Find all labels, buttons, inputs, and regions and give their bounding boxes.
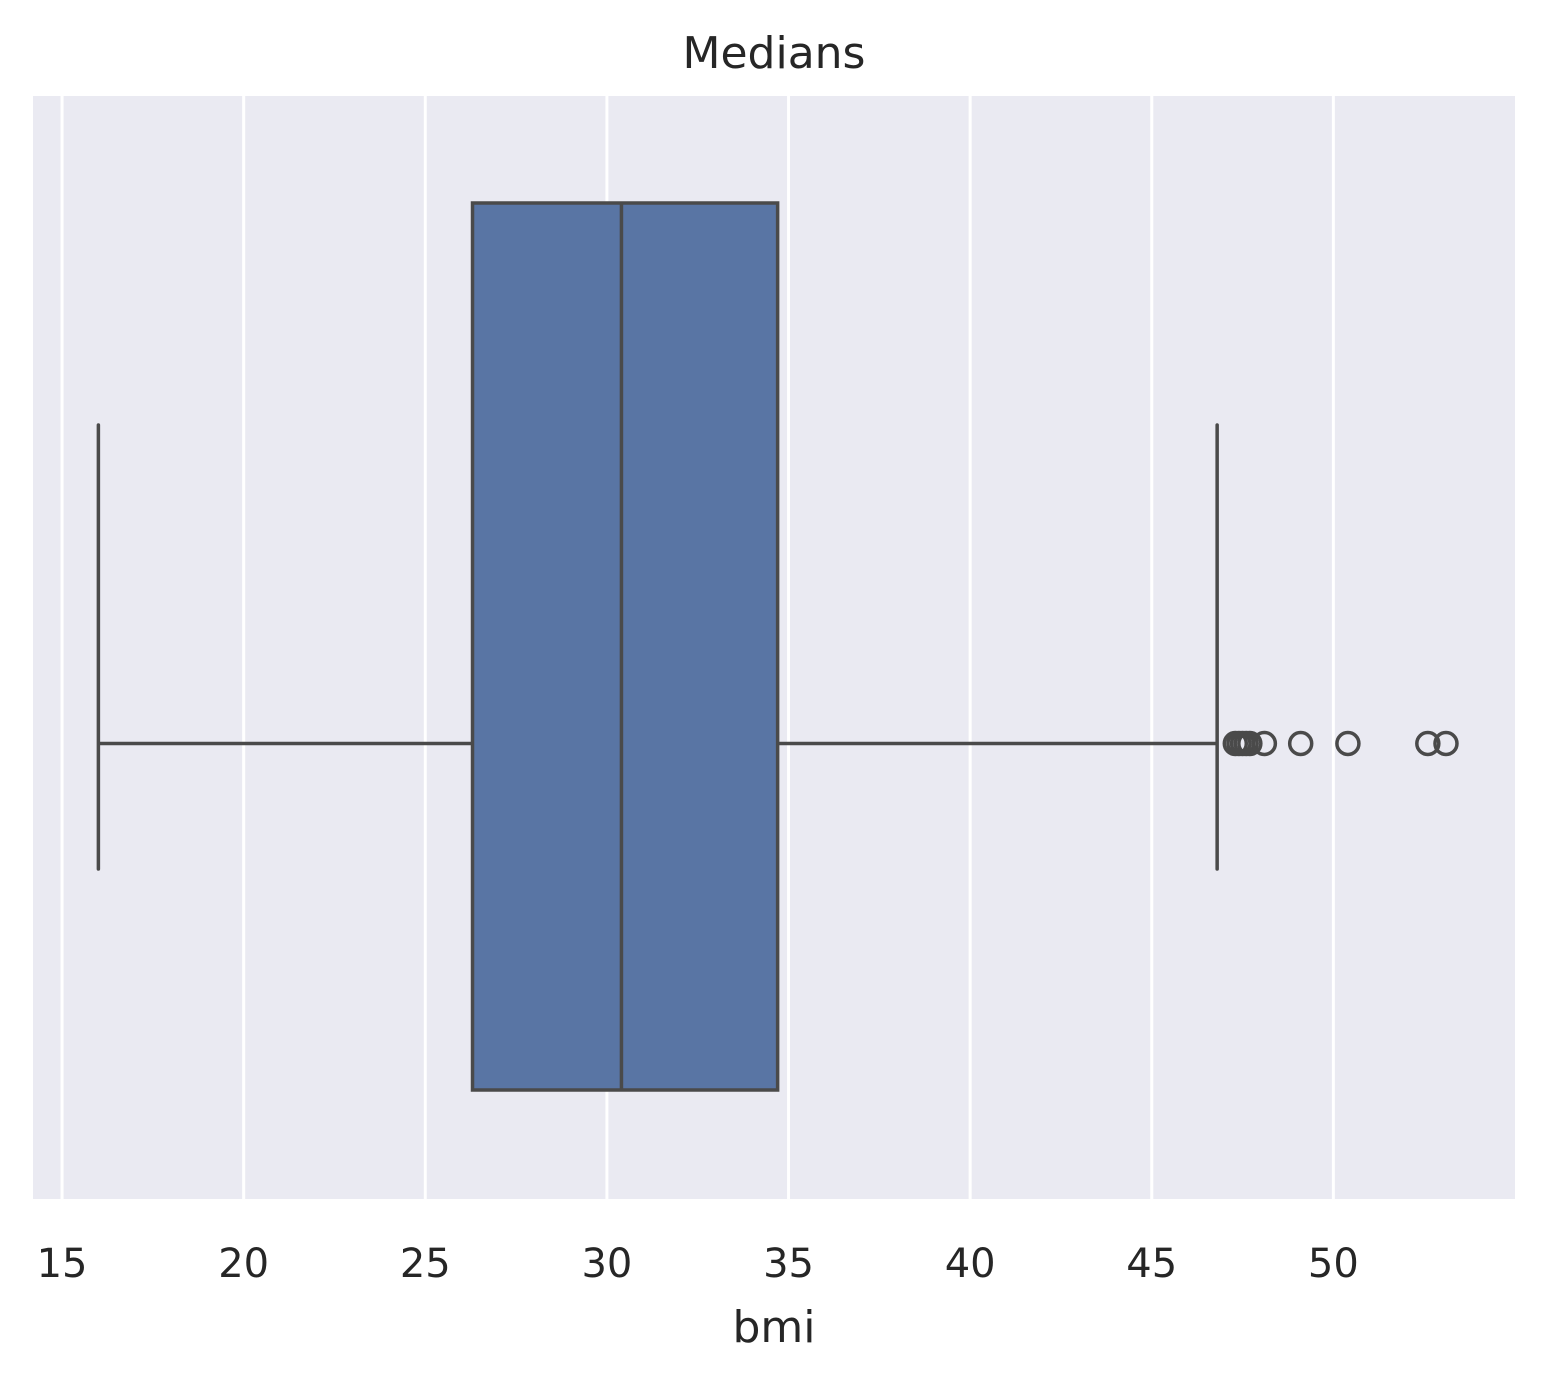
x-tick-label-40: 40 — [945, 1241, 996, 1287]
x-tick-label-35: 35 — [763, 1241, 814, 1287]
x-tick-label-25: 25 — [400, 1241, 451, 1287]
outlier-point — [1335, 730, 1361, 757]
x-tick-label-45: 45 — [1126, 1241, 1177, 1287]
outlier-point — [1237, 730, 1263, 757]
outlier-point — [1415, 730, 1441, 757]
chart-title: Medians — [683, 28, 866, 79]
outlier-point — [1287, 730, 1314, 757]
x-tick-label-30: 30 — [581, 1241, 632, 1287]
x-tick-label-50: 50 — [1308, 1241, 1359, 1287]
outlier-point — [1433, 730, 1459, 757]
x-tick-labels: 15 20 25 30 35 40 45 50 — [37, 1241, 1359, 1287]
x-tick-label-20: 20 — [218, 1241, 269, 1287]
box-series — [96, 201, 1459, 1092]
x-tick-label-15: 15 — [37, 1241, 88, 1287]
iqr-box — [470, 201, 780, 1092]
x-axis-label: bmi — [732, 1302, 815, 1353]
outlier-point — [1251, 730, 1278, 757]
